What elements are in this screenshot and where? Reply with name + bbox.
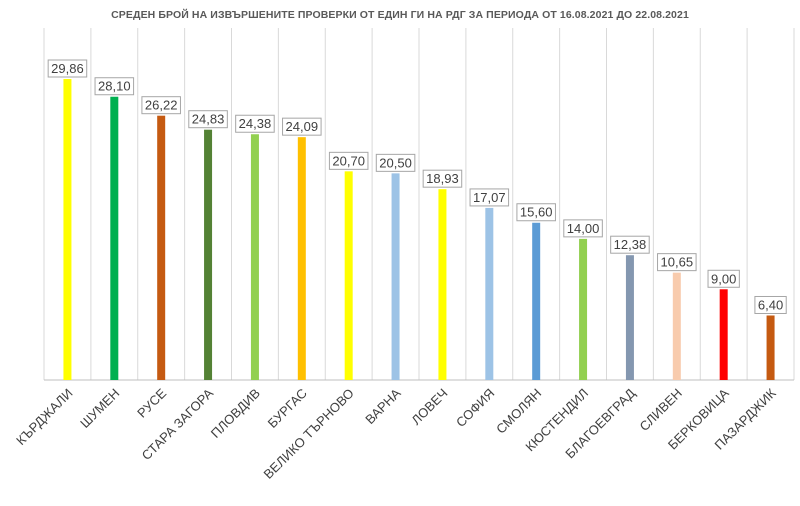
data-label-box (235, 114, 275, 133)
bar (204, 129, 213, 380)
category-label: ПЛОВДИВ (208, 386, 263, 441)
data-label-box (516, 203, 556, 222)
data-label: 6,40 (758, 297, 783, 312)
data-label: 20,50 (379, 155, 412, 170)
bar (485, 207, 494, 380)
category-label: ВАРНА (362, 385, 404, 427)
bar (110, 96, 119, 381)
data-label-box (282, 117, 322, 136)
chart-title: СРЕДЕН БРОЙ НА ИЗВЪРШЕНИТЕ ПРОВЕРКИ ОТ Е… (111, 9, 689, 21)
category-label: ШУМЕН (77, 386, 122, 431)
data-label: 17,07 (473, 190, 506, 205)
category-label: ЛОВЕЧ (408, 386, 450, 428)
data-label: 24,83 (192, 112, 225, 127)
bar (438, 189, 447, 380)
category-label: БУРГАС (265, 386, 310, 431)
data-label: 26,22 (145, 98, 178, 113)
category-label: СЛИВЕН (636, 386, 684, 434)
data-label-box (375, 153, 416, 172)
data-label-box (563, 219, 603, 238)
data-label-box (47, 59, 88, 78)
data-label-box (328, 151, 369, 170)
data-label: 14,00 (567, 221, 600, 236)
bar (579, 238, 588, 380)
category-label: КЪРДЖАЛИ (13, 386, 75, 448)
category-label: СОФИЯ (453, 386, 497, 430)
bar (766, 315, 775, 380)
category-label: РУСЕ (134, 385, 169, 420)
bar (344, 171, 353, 380)
data-label: 9,00 (711, 271, 736, 286)
data-label-box (94, 77, 135, 96)
category-label: ВЕЛИКО ТЪРНОВО (261, 386, 357, 482)
data-label: 18,93 (426, 171, 459, 186)
data-label-box (469, 188, 510, 207)
bar (157, 115, 166, 380)
data-label-box (141, 96, 181, 115)
bar (63, 79, 72, 380)
data-label: 15,60 (520, 205, 553, 220)
data-label: 10,65 (661, 255, 694, 270)
data-label: 20,70 (332, 153, 365, 168)
bar (391, 173, 400, 380)
data-label: 28,10 (98, 79, 131, 94)
data-label: 29,86 (51, 61, 84, 76)
data-label-box (707, 269, 740, 288)
data-label-box (188, 110, 228, 129)
bar (532, 222, 541, 380)
data-label-box (422, 169, 463, 188)
bar (625, 255, 634, 380)
bar (297, 137, 306, 380)
bar (250, 134, 259, 380)
data-label: 24,38 (239, 116, 272, 131)
bar (672, 272, 681, 380)
data-label: 12,38 (614, 237, 647, 252)
data-label-box (657, 253, 697, 272)
data-label: 24,09 (286, 119, 319, 134)
data-label-box (754, 295, 787, 314)
data-label-box (610, 235, 650, 254)
bar (719, 289, 728, 380)
